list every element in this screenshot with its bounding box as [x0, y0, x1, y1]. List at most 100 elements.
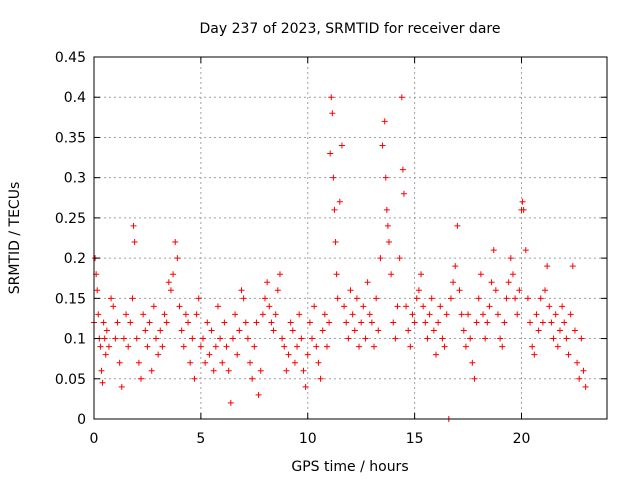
data-point	[501, 319, 508, 326]
data-point	[507, 255, 514, 262]
data-point	[527, 319, 534, 326]
data-point	[304, 351, 311, 358]
y-tick-label: 0.1	[64, 332, 86, 348]
data-point	[542, 287, 549, 294]
data-point	[289, 327, 296, 334]
data-point	[379, 142, 386, 149]
data-point	[424, 335, 431, 342]
data-point	[503, 295, 510, 302]
data-point	[225, 367, 232, 374]
data-point	[477, 271, 484, 278]
data-point	[311, 303, 318, 310]
data-point	[338, 142, 345, 149]
data-point	[576, 375, 583, 382]
data-point	[343, 319, 350, 326]
data-point	[488, 279, 495, 286]
data-point	[571, 327, 578, 334]
data-point	[259, 311, 266, 318]
data-point	[550, 335, 557, 342]
data-point	[368, 319, 375, 326]
data-point	[97, 343, 104, 350]
data-point	[315, 359, 322, 366]
data-point	[467, 335, 474, 342]
data-point	[447, 295, 454, 302]
data-point	[349, 311, 356, 318]
data-point	[217, 335, 224, 342]
data-point	[334, 295, 341, 302]
data-point	[383, 206, 390, 213]
x-tick-label: 5	[196, 431, 205, 447]
data-point	[236, 327, 243, 334]
data-point	[435, 319, 442, 326]
data-point	[130, 222, 137, 229]
data-point	[204, 319, 211, 326]
data-point	[131, 239, 138, 246]
data-point	[98, 367, 105, 374]
x-tick-labels: 0 5 10 15 20	[90, 431, 531, 447]
data-point	[279, 335, 286, 342]
grid-lines	[94, 57, 607, 419]
data-point	[129, 295, 136, 302]
x-tick-label: 10	[299, 431, 317, 447]
data-point	[413, 295, 420, 302]
data-point	[559, 303, 566, 310]
data-point	[313, 343, 320, 350]
data-point	[330, 174, 337, 181]
data-point	[539, 319, 546, 326]
data-point	[276, 271, 283, 278]
data-point	[133, 335, 140, 342]
y-tick-label: 0.2	[64, 251, 86, 267]
data-point	[163, 319, 170, 326]
data-point	[331, 206, 338, 213]
data-point	[546, 303, 553, 310]
data-point	[210, 367, 217, 374]
data-point	[563, 335, 570, 342]
data-point	[223, 343, 230, 350]
x-tick-label: 0	[90, 431, 99, 447]
y-tick-label: 0.05	[55, 372, 86, 388]
data-point	[240, 295, 247, 302]
y-tick-label: 0.3	[64, 171, 86, 187]
data-point	[178, 327, 185, 334]
data-point	[101, 335, 108, 342]
data-point	[441, 343, 448, 350]
data-point	[302, 383, 309, 390]
data-point	[200, 335, 207, 342]
data-point	[439, 335, 446, 342]
data-point	[298, 335, 305, 342]
data-point	[332, 239, 339, 246]
data-point	[356, 343, 363, 350]
data-point	[548, 319, 555, 326]
data-point	[512, 295, 519, 302]
data-point	[227, 399, 234, 406]
data-point	[396, 255, 403, 262]
data-point	[272, 311, 279, 318]
data-point	[418, 271, 425, 278]
data-point	[329, 110, 336, 117]
data-point	[296, 311, 303, 318]
data-point	[142, 327, 149, 334]
data-point	[120, 335, 127, 342]
data-point	[197, 343, 204, 350]
data-point	[110, 303, 117, 310]
data-point	[505, 279, 512, 286]
data-point	[161, 311, 168, 318]
data-point	[385, 239, 392, 246]
data-point	[191, 375, 198, 382]
data-point	[430, 327, 437, 334]
data-point	[569, 263, 576, 270]
y-tick-label: 0.25	[55, 211, 86, 227]
data-point	[486, 303, 493, 310]
data-point	[306, 319, 313, 326]
data-point	[140, 311, 147, 318]
data-point	[202, 359, 209, 366]
data-point	[544, 263, 551, 270]
data-point	[219, 359, 226, 366]
data-point	[174, 255, 181, 262]
data-point	[94, 287, 101, 294]
data-point	[580, 367, 587, 374]
data-point	[519, 198, 526, 205]
data-point	[392, 335, 399, 342]
data-point	[170, 271, 177, 278]
